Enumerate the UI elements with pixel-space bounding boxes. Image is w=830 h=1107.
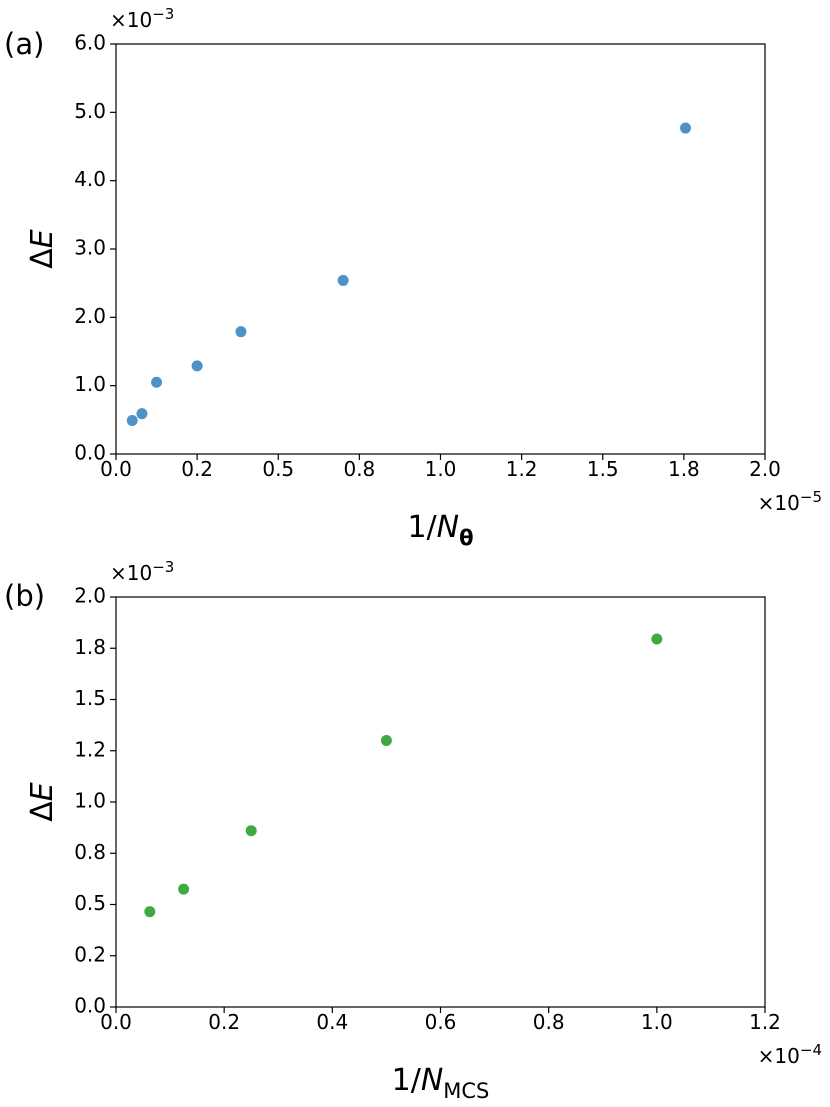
chart-a-x-tick-label: 1.0 [425,457,457,481]
chart-b: (b) 0.0 0.2 0.4 0.6 0.8 1.0 1.2 0.0 0.2 0.5 0.8 1.0 1… [4,558,822,1103]
chart-a-data-point [126,415,138,427]
chart-a-x-tick-label: 2.0 [749,457,781,481]
chart-a-x-tick-label: 0.5 [262,457,294,481]
chart-b-y-tick-label: 0.8 [74,840,106,864]
chart-b-x-tick-label: 0.6 [425,1010,457,1034]
chart-b-y-tick-label: 0.0 [74,994,106,1018]
chart-a-y-tick-label: 6.0 [74,31,106,55]
chart-b-y-tick-label: 2.0 [74,584,106,608]
chart-a-y-tick-label: 3.0 [74,236,106,260]
chart-b-y-tick-label: 0.5 [74,891,106,915]
chart-b-x-tick-label: 1.2 [749,1010,781,1034]
chart-a-panel-label: (a) [4,27,44,61]
chart-a-y-tick-label: 1.0 [74,372,106,396]
chart-b-y-tick-label: 0.2 [74,942,106,966]
chart-b-y-tick-label: 1.2 [74,737,106,761]
chart-b-x-tick-label: 1.0 [641,1010,673,1034]
chart-a-y-tick-label: 0.0 [74,441,106,465]
chart-b-x-multiplier: ×10−4 [758,1041,822,1068]
chart-b-y-tick-label: 1.8 [74,635,106,659]
chart-a-x-tick-label: 1.8 [668,457,700,481]
chart-b-data-point [380,735,392,746]
chart-b-x-tick-label: 0.8 [533,1010,565,1034]
chart-a-y-axis-label: ΔE [25,229,60,269]
chart-a-data-point [151,376,163,388]
chart-a-data-point [191,360,203,372]
chart-b-y-tick-label: 1.0 [74,789,106,813]
chart-b-x-tick-label: 0.2 [208,1010,240,1034]
chart-b-data-point [144,906,156,918]
chart-a-x-tick-label: 0.0 [100,457,132,481]
chart-a-x-tick-label: 1.5 [587,457,619,481]
chart-b-data-point [651,633,663,645]
chart-b-y-multiplier: ×10−3 [110,558,174,585]
chart-a-data-point [136,408,148,420]
chart-b-x-tick-label: 0.4 [316,1010,348,1034]
chart-a-data-point [337,274,349,286]
chart-b-panel-label: (b) [4,579,45,613]
chart-b-y-tick-label: 1.5 [74,686,106,710]
chart-a-y-tick-label: 4.0 [74,167,106,191]
chart-a-data-point [679,122,691,134]
chart-a-plot-frame [115,43,766,455]
chart-a-x-tick-label: 1.2 [506,457,538,481]
chart-b-x-tick-label: 0.0 [100,1010,132,1034]
chart-b-y-axis-label: ΔE [25,782,60,822]
chart-b-data-point [245,825,257,837]
chart-a-x-tick-label: 0.2 [181,457,213,481]
chart-a: (a) 0.0 0.2 0.5 0.8 1.0 1.2 1.5 1.8 2.0 0.0 1.0 2.0 3… [4,5,822,550]
chart-a-data-point [235,326,247,338]
chart-b-data-point [178,883,190,895]
chart-b-plot-frame [115,596,766,1008]
chart-a-y-tick-label: 5.0 [74,99,106,123]
chart-a-y-multiplier: ×10−3 [110,5,174,32]
chart-a-x-multiplier: ×10−5 [758,488,822,515]
chart-a-y-tick-label: 2.0 [74,304,106,328]
chart-a-x-axis-label: 1/Nθ [407,510,473,550]
chart-a-x-tick-label: 0.8 [343,457,375,481]
chart-b-x-axis-label: 1/NMCS [392,1063,490,1103]
